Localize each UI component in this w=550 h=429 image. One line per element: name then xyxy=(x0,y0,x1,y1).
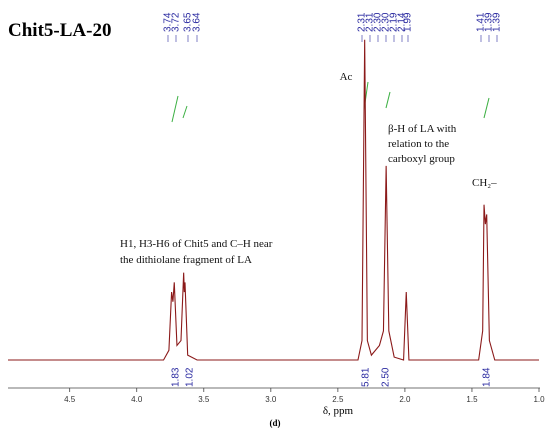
x-tick-label: 3.0 xyxy=(265,395,277,404)
integral-label: 1.02 xyxy=(185,367,196,387)
integral-label: 1.84 xyxy=(482,367,493,387)
chart-title: Chit5-LA-20 xyxy=(8,20,111,41)
annotation: Ac xyxy=(340,71,353,83)
x-tick-label: 3.5 xyxy=(198,395,210,404)
peak-label: 2.31 xyxy=(357,12,368,32)
peak-label: 3.74 xyxy=(163,12,174,32)
peak-label: 2.14 xyxy=(397,12,408,32)
annotation: relation to the xyxy=(388,138,449,150)
peak-label: 2.30 xyxy=(381,12,392,32)
integral-label: 2.50 xyxy=(381,367,392,387)
integral-label: 1.83 xyxy=(171,367,182,387)
x-tick-label: 1.0 xyxy=(533,395,545,404)
x-tick-label: 1.5 xyxy=(466,395,478,404)
integral-label: 5.81 xyxy=(361,367,372,387)
peak-label: 3.65 xyxy=(183,12,194,32)
caption: (d) xyxy=(270,418,281,428)
peak-label: 2.31 xyxy=(365,12,376,32)
peak-label: 2.30 xyxy=(373,12,384,32)
peak-label: 3.64 xyxy=(192,12,203,32)
x-tick-label: 4.5 xyxy=(64,395,76,404)
peak-label: 1.39 xyxy=(484,12,495,32)
annotation: the dithiolane fragment of LA xyxy=(120,254,252,266)
x-tick-label: 2.0 xyxy=(399,395,411,404)
annotation: H1, H3-H6 of Chit5 and C–H near xyxy=(120,238,273,250)
x-tick-label: 4.0 xyxy=(131,395,143,404)
integral-curves xyxy=(171,81,490,123)
x-axis-title: δ, ppm xyxy=(323,405,354,417)
annotation: CH₂– xyxy=(472,177,497,189)
peak-label: 1.39 xyxy=(492,12,503,32)
annotation: carboxyl group xyxy=(388,153,455,165)
x-tick-label: 2.5 xyxy=(332,395,344,404)
peak-label: 3.72 xyxy=(171,12,182,32)
peak-label: 1.99 xyxy=(403,12,414,32)
annotation: β-H of LA with xyxy=(388,123,457,135)
spectrum-line xyxy=(8,39,539,361)
peak-label: 2.19 xyxy=(389,12,400,32)
peak-label: 1.41 xyxy=(476,12,487,32)
